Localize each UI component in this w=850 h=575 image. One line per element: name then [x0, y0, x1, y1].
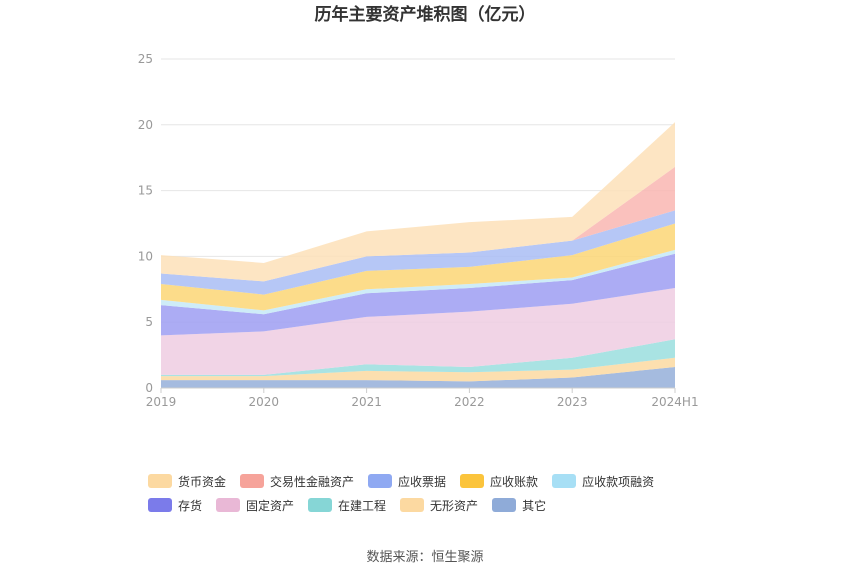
chart-title: 历年主要资产堆积图（亿元）: [315, 4, 536, 25]
legend-swatch: [400, 498, 425, 512]
legend-label: 应收款项融资: [582, 474, 655, 489]
legend-label: 无形资产: [430, 498, 479, 513]
legend-item[interactable]: 应收账款: [460, 473, 538, 489]
legend-swatch: [240, 474, 265, 488]
legend-item[interactable]: 应收票据: [368, 473, 446, 489]
legend-label: 固定资产: [246, 498, 295, 513]
legend-swatch: [492, 498, 517, 512]
legend-label: 其它: [522, 498, 547, 513]
legend-item[interactable]: 固定资产: [216, 497, 294, 513]
legend-swatch: [552, 474, 577, 488]
x-tick-label: 2020: [249, 395, 280, 409]
legend-item[interactable]: 货币资金: [148, 473, 226, 489]
x-tick-label: 2023: [557, 395, 588, 409]
legend-swatch: [308, 498, 333, 512]
legend-item[interactable]: 交易性金融资产: [240, 473, 354, 489]
legend-label: 应收票据: [398, 474, 447, 489]
area-series-4: [161, 253, 675, 336]
legend-label: 应收账款: [490, 474, 539, 489]
y-tick-label: 15: [138, 184, 153, 198]
legend-label: 货币资金: [178, 474, 227, 489]
x-tick-label: 2024H1: [651, 395, 698, 409]
x-tick-label: 2022: [454, 395, 485, 409]
legend-label: 在建工程: [338, 498, 387, 513]
area-series-6: [161, 223, 675, 311]
legend-item[interactable]: 在建工程: [308, 497, 386, 513]
legend-swatch: [216, 498, 241, 512]
legend-item[interactable]: 无形资产: [400, 497, 478, 513]
area-series-2: [161, 339, 675, 377]
chart-legend: 货币资金 交易性金融资产 应收票据 应收账款 应收款项融资存货 固定资产 在建工程 无形资产 其…: [148, 473, 728, 513]
area-series-7: [161, 210, 675, 295]
legend-item[interactable]: 应收款项融资: [552, 473, 654, 489]
legend-item[interactable]: 其它: [492, 497, 546, 513]
y-tick-label: 0: [145, 381, 153, 395]
legend-swatch: [460, 474, 485, 488]
legend-label: 交易性金融资产: [270, 474, 355, 489]
y-tick-label: 20: [138, 118, 153, 132]
legend-item[interactable]: 存货: [148, 497, 202, 513]
area-series-5: [161, 249, 675, 315]
y-tick-label: 5: [145, 315, 153, 329]
legend-swatch: [368, 474, 393, 488]
legend-swatch: [148, 498, 172, 512]
area-series-3: [161, 287, 675, 375]
area-series-1: [161, 357, 675, 382]
y-tick-label: 25: [138, 52, 153, 66]
source-note: 数据来源：恒生聚源: [366, 550, 484, 565]
x-tick-label: 2019: [146, 395, 177, 409]
y-tick-label: 10: [138, 249, 153, 263]
legend-swatch: [148, 474, 172, 488]
area-series-0: [161, 366, 675, 388]
area-series-9: [161, 122, 675, 282]
x-tick-label: 2021: [351, 395, 382, 409]
legend-label: 存货: [178, 498, 203, 513]
